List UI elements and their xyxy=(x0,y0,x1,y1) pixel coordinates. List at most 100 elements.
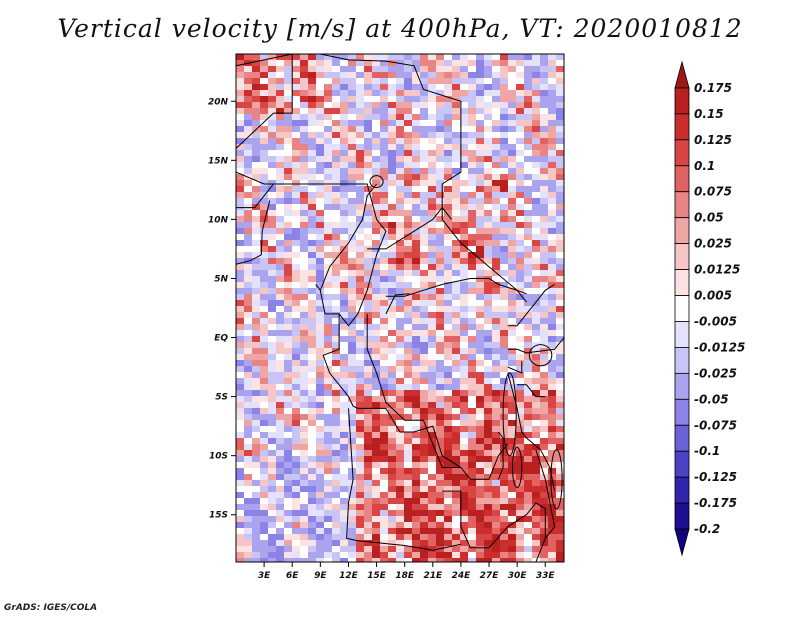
field-cell xyxy=(444,366,453,373)
field-cell xyxy=(484,432,493,439)
field-cell xyxy=(372,204,381,211)
field-cell xyxy=(236,180,245,187)
field-cell xyxy=(484,468,493,475)
field-cell xyxy=(532,480,541,487)
field-cell xyxy=(388,516,397,523)
field-cell xyxy=(532,498,541,505)
field-cell xyxy=(276,438,285,445)
field-cell xyxy=(388,450,397,457)
field-cell xyxy=(276,54,285,61)
field-cell xyxy=(436,270,445,277)
field-cell xyxy=(508,90,517,97)
field-cell xyxy=(468,186,477,193)
field-cell xyxy=(348,540,357,547)
field-cell xyxy=(476,174,485,181)
field-cell xyxy=(412,558,421,562)
field-cell xyxy=(372,558,381,562)
field-cell xyxy=(340,108,349,115)
field-cell xyxy=(460,174,469,181)
field-cell xyxy=(340,162,349,169)
field-cell xyxy=(356,240,365,247)
field-cell xyxy=(244,486,253,493)
field-cell xyxy=(284,408,293,415)
field-cell xyxy=(500,180,509,187)
field-cell xyxy=(428,552,437,559)
field-cell xyxy=(476,138,485,145)
field-cell xyxy=(404,450,413,457)
field-cell xyxy=(404,192,413,199)
field-cell xyxy=(396,510,405,517)
field-cell xyxy=(444,384,453,391)
field-cell xyxy=(548,180,557,187)
field-cell xyxy=(452,270,461,277)
field-cell xyxy=(324,198,333,205)
field-cell xyxy=(500,78,509,85)
field-cell xyxy=(364,306,373,313)
field-cell xyxy=(316,96,325,103)
field-cell xyxy=(388,498,397,505)
field-cell xyxy=(420,60,429,67)
field-cell xyxy=(340,546,349,553)
field-cell xyxy=(260,540,269,547)
field-cell xyxy=(324,480,333,487)
field-cell xyxy=(364,240,373,247)
field-cell xyxy=(412,384,421,391)
field-cell xyxy=(244,138,253,145)
field-cell xyxy=(548,486,557,493)
field-cell xyxy=(420,288,429,295)
field-cell xyxy=(500,372,509,379)
field-cell xyxy=(252,510,261,517)
field-cell xyxy=(484,120,493,127)
field-cell xyxy=(316,468,325,475)
field-cell xyxy=(548,444,557,451)
field-cell xyxy=(436,336,445,343)
field-cell xyxy=(292,486,301,493)
field-cell xyxy=(276,414,285,421)
field-cell xyxy=(388,138,397,145)
field-cell xyxy=(396,558,405,562)
field-cell xyxy=(316,444,325,451)
field-cell xyxy=(364,540,373,547)
field-cell xyxy=(260,516,269,523)
field-cell xyxy=(548,408,557,415)
field-cell xyxy=(420,384,429,391)
field-cell xyxy=(476,192,485,199)
field-cell xyxy=(372,444,381,451)
field-cell xyxy=(524,234,533,241)
field-cell xyxy=(316,108,325,115)
field-cell xyxy=(276,462,285,469)
field-cell xyxy=(468,240,477,247)
field-cell xyxy=(468,114,477,121)
field-cell xyxy=(492,264,501,271)
field-cell xyxy=(324,270,333,277)
field-cell xyxy=(500,102,509,109)
field-cell xyxy=(364,444,373,451)
field-cell xyxy=(476,318,485,325)
field-cell xyxy=(252,132,261,139)
field-cell xyxy=(468,324,477,331)
field-cell xyxy=(500,210,509,217)
field-cell xyxy=(556,528,564,535)
field-cell xyxy=(300,276,309,283)
field-cell xyxy=(308,420,317,427)
field-cell xyxy=(436,216,445,223)
field-cell xyxy=(388,354,397,361)
field-cell xyxy=(420,102,429,109)
field-cell xyxy=(340,528,349,535)
field-cell xyxy=(300,516,309,523)
field-cell xyxy=(436,120,445,127)
field-cell xyxy=(540,120,549,127)
field-cell xyxy=(332,468,341,475)
field-cell xyxy=(476,372,485,379)
field-cell xyxy=(404,366,413,373)
field-cell xyxy=(436,234,445,241)
field-cell xyxy=(396,222,405,229)
field-cell xyxy=(380,420,389,427)
field-cell xyxy=(444,474,453,481)
field-cell xyxy=(492,468,501,475)
field-cell xyxy=(348,294,357,301)
field-cell xyxy=(508,516,517,523)
field-cell xyxy=(364,264,373,271)
field-cell xyxy=(244,168,253,175)
field-cell xyxy=(460,420,469,427)
